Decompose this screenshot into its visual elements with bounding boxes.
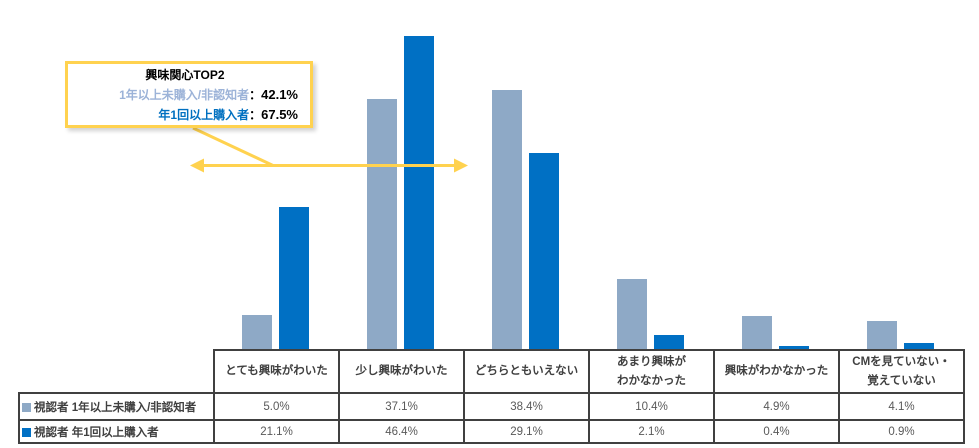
value-cell-series2-cat1: 46.4% (338, 419, 465, 444)
bar-series2-cat1 (404, 35, 434, 349)
chart-column-5 (838, 0, 963, 349)
legend-cell-series1: 視認者 1年以上未購入/非認知者 (18, 392, 215, 421)
arrowhead-left-icon (190, 158, 204, 173)
category-header-cell-4: 興味がわかなかった (713, 349, 840, 394)
value-cell-series1-cat2: 38.4% (463, 392, 590, 421)
legend-swatch-icon (22, 427, 31, 437)
callout-separator-series2: ： (249, 108, 262, 122)
category-header-cell-2: どちらともいえない (463, 349, 590, 394)
legend-cell-series2: 視認者 年1回以上購入者 (18, 419, 215, 444)
callout-title: 興味関心TOP2 (145, 68, 225, 82)
value-cell-series1-cat4: 4.9% (713, 392, 840, 421)
bar-series1-cat3 (617, 278, 647, 349)
bar-series1-cat4 (742, 315, 772, 349)
chart-column-3 (588, 0, 713, 349)
table-blank-corner-cell (19, 350, 214, 393)
bar-series2-cat4 (779, 346, 809, 349)
bar-series2-cat3 (654, 334, 684, 349)
bar-series2-cat5 (904, 342, 934, 349)
value-cell-series2-cat2: 29.1% (463, 419, 590, 444)
value-cell-series1-cat1: 37.1% (338, 392, 465, 421)
callout-value-series1: 42.1% (261, 87, 298, 102)
callout-separator-series1: ： (249, 88, 262, 102)
bar-series2-cat0 (279, 206, 309, 349)
value-cell-series1-cat0: 5.0% (213, 392, 340, 421)
bar-series1-cat5 (867, 321, 897, 349)
legend-label: 視認者 1年以上未購入/非認知者 (34, 401, 197, 414)
chart-column-4 (713, 0, 838, 349)
data-table: とても興味がわいた 少し興味がわいた どちらともいえない あまり興味が わかなかった興… (18, 349, 965, 444)
value-cell-series2-cat0: 21.1% (213, 419, 340, 444)
table-row-series1: 視認者 1年以上未購入/非認知者 5.0% 37.1% 38.4% 10.4% 4.9% 4… (18, 392, 965, 421)
category-header-cell-3: あまり興味が わかなかった (588, 349, 715, 394)
table-header-row: とても興味がわいた 少し興味がわいた どちらともいえない あまり興味が わかなかった興… (19, 349, 965, 394)
category-header-cell-5: CMを見ていない・ 覚えていない (838, 349, 965, 394)
bar-chart-plot-area (213, 0, 963, 349)
chart-column-0 (213, 0, 338, 349)
bar-series1-cat1 (367, 98, 397, 349)
top2-callout-box: 興味関心TOP2 1年以上未購入/非認知者： 42.1% 年1回以上購入者： 67.… (65, 61, 313, 128)
callout-label-series1: 1年以上未購入/非認知者 (119, 88, 250, 102)
callout-label-series2: 年1回以上購入者 (158, 108, 250, 122)
bar-series1-cat0 (242, 315, 272, 349)
value-cell-series2-cat3: 2.1% (588, 419, 715, 444)
value-cell-series1-cat5: 4.1% (838, 392, 965, 421)
value-cell-series2-cat4: 0.4% (713, 419, 840, 444)
callout-value-series2: 67.5% (261, 107, 298, 122)
value-cell-series1-cat3: 10.4% (588, 392, 715, 421)
legend-swatch-icon (22, 402, 31, 412)
category-header-cell-1: 少し興味がわいた (338, 349, 465, 394)
chart-column-2 (463, 0, 588, 349)
table-row-series2: 視認者 年1回以上購入者 21.1% 46.4% 29.1% 2.1% 0.4% 0.9% (18, 419, 965, 444)
value-cell-series2-cat5: 0.9% (838, 419, 965, 444)
callout-line-series1: 1年以上未購入/非認知者： 42.1% (72, 85, 298, 105)
category-header-cell-0: とても興味がわいた (213, 349, 340, 394)
legend-label: 視認者 年1回以上購入者 (34, 426, 159, 439)
callout-line-series2: 年1回以上購入者： 67.5% (72, 105, 298, 125)
chart-column-1 (338, 0, 463, 349)
bar-series1-cat2 (492, 89, 522, 349)
bar-series2-cat2 (529, 152, 559, 349)
